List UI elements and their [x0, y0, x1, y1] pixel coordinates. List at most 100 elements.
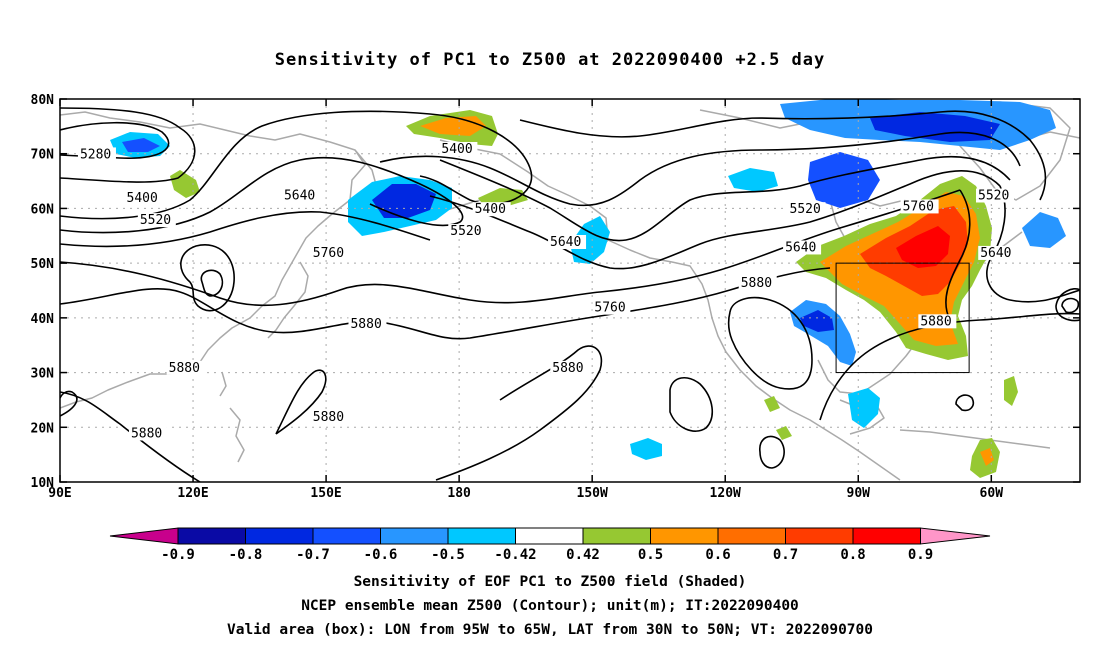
contour-label: 5400 — [439, 141, 478, 157]
contour-label-bg — [310, 245, 349, 260]
lon-tick-label: 90W — [847, 486, 871, 501]
contour-label-bg — [738, 276, 777, 291]
shade-positive-alaska-small — [478, 188, 528, 206]
shade-negative-hudson-small — [728, 168, 778, 192]
contour-label-bg — [439, 141, 478, 156]
shade-negative-canada — [808, 152, 880, 208]
contour-label-text: 5640 — [284, 188, 315, 203]
contour-label-text: 5640 — [550, 235, 581, 250]
shade-negative-caribbean — [848, 388, 880, 428]
contour-label: 5880 — [348, 317, 387, 332]
contour-label-bg — [548, 234, 587, 249]
contour-label-bg — [166, 360, 205, 375]
contour-label-text: 5520 — [978, 188, 1009, 203]
contour-label: 5280 — [77, 147, 116, 162]
map-plot: 5280 5400 5520 5760 5640 5400 5400 5520 5640 5880… — [31, 93, 1081, 560]
colorbar-label: 0.5 — [638, 547, 663, 560]
colorbar-label: -0.5 — [431, 547, 465, 560]
contour-label-bg — [124, 191, 163, 206]
shade-positive-caribbean-core — [980, 448, 994, 466]
contour-label: 5640 — [281, 188, 320, 203]
contour-label-text: 5880 — [552, 361, 583, 376]
contour-label-bg — [472, 202, 511, 217]
contour-5760-mid — [60, 189, 961, 307]
contour-label-bg — [281, 188, 320, 203]
shade-negative-atlantic — [1022, 212, 1066, 248]
contour-label: 5760 — [592, 300, 631, 316]
contour-label-text: 5880 — [313, 410, 344, 425]
contour-labels: 5280 5400 5520 5760 5640 5400 5400 5520 5640 5880… — [77, 141, 1017, 441]
shade-negative-gulf-core — [800, 310, 834, 332]
caption-line-2: NCEP ensemble mean Z500 (Contour); unit(… — [301, 598, 799, 614]
shade-negative-pacific-ne — [570, 216, 610, 264]
colorbar-label: -0.8 — [229, 547, 263, 560]
contour-low-center — [180, 244, 235, 312]
shade-negative-ne-asia-core — [122, 138, 160, 152]
lat-tick-label: 20N — [31, 421, 55, 436]
contour-label-bg — [592, 300, 631, 315]
contour-5640-west — [60, 156, 464, 234]
contour-east-5640 — [986, 185, 1080, 303]
colorbar-segment — [312, 527, 381, 545]
contour-label: 5400 — [124, 191, 163, 206]
lon-tick-label: 120E — [177, 486, 208, 501]
coastline-japan — [267, 261, 309, 339]
colorbar-label: -0.6 — [364, 547, 398, 560]
colorbar-label: 0.6 — [705, 547, 730, 560]
contour-label-text: 5640 — [785, 240, 816, 255]
contour-5880-main — [60, 267, 831, 340]
contour-label-bg — [787, 202, 826, 217]
axis-ticks — [59, 98, 1080, 483]
colorbar-segment — [582, 527, 651, 545]
contour-label-text: 5520 — [140, 213, 171, 228]
colorbar: -0.9 -0.8 -0.7 -0.6 -0.5 -0.42 0.42 0.5 0.6 0.7 0.… — [109, 527, 991, 560]
map-layers: 5280 5400 5520 5760 5640 5400 5400 5520 5640 5880… — [60, 99, 1080, 482]
colorbar-arrow-low — [109, 527, 179, 545]
contour-label: 5880 — [128, 426, 167, 441]
lat-tick-label: 60N — [31, 202, 55, 217]
contour-loop-d-inner — [1061, 297, 1080, 314]
coastline-north-america-west — [607, 239, 901, 481]
contour-label-bg — [976, 188, 1014, 203]
lat-tick-label: 40N — [31, 312, 55, 327]
colorbar-segment — [380, 527, 449, 545]
contour-label-bg — [137, 213, 176, 228]
contour-5400-west — [60, 107, 196, 183]
contour-label-bg — [77, 147, 116, 162]
contour-label-bg — [128, 426, 167, 441]
contour-label: 5760 — [900, 199, 939, 214]
contour-label: 5520 — [787, 202, 826, 217]
colorbar-label: 0.7 — [773, 547, 798, 560]
caption-line-3: Valid area (box): LON from 95W to 65W, L… — [226, 622, 873, 638]
contour-label-text: 5400 — [127, 191, 158, 206]
contour-label-bg — [783, 240, 822, 255]
colorbar-segment — [650, 527, 719, 545]
lon-tick-label: 120W — [710, 486, 741, 501]
contour-east-5760 — [945, 189, 971, 321]
lon-tick-label: 150W — [577, 486, 608, 501]
contour-label: 5640 — [548, 234, 587, 250]
contour-loop-b — [759, 435, 785, 469]
shade-negative-tropical-pacific — [630, 438, 662, 460]
shade-positive-asia-small — [170, 170, 200, 198]
contour-label-bg — [978, 245, 1017, 260]
lat-tick-label: 10N — [31, 476, 55, 491]
contour-label-bg — [900, 199, 939, 214]
contour-5880-south — [60, 391, 201, 482]
contour-5880-small-west — [60, 390, 78, 417]
lon-tick-label: 90E — [48, 486, 71, 501]
contour-label-bg — [348, 317, 387, 332]
contour-5640-mid — [429, 169, 1001, 270]
colorbar-segment — [785, 527, 854, 545]
contour-label-bg — [310, 410, 349, 425]
figure-title: Sensitivity of PC1 to Z500 at 2022090400… — [274, 50, 826, 70]
contour-5520-mid — [439, 155, 1011, 242]
colorbar-label: 0.8 — [840, 547, 865, 560]
lon-tick-label: 150E — [310, 486, 341, 501]
contour-5280-east — [519, 110, 1047, 201]
contour-5760-west — [60, 210, 431, 248]
colorbar-segment — [852, 527, 921, 545]
contour-label-text: 5880 — [920, 314, 951, 329]
